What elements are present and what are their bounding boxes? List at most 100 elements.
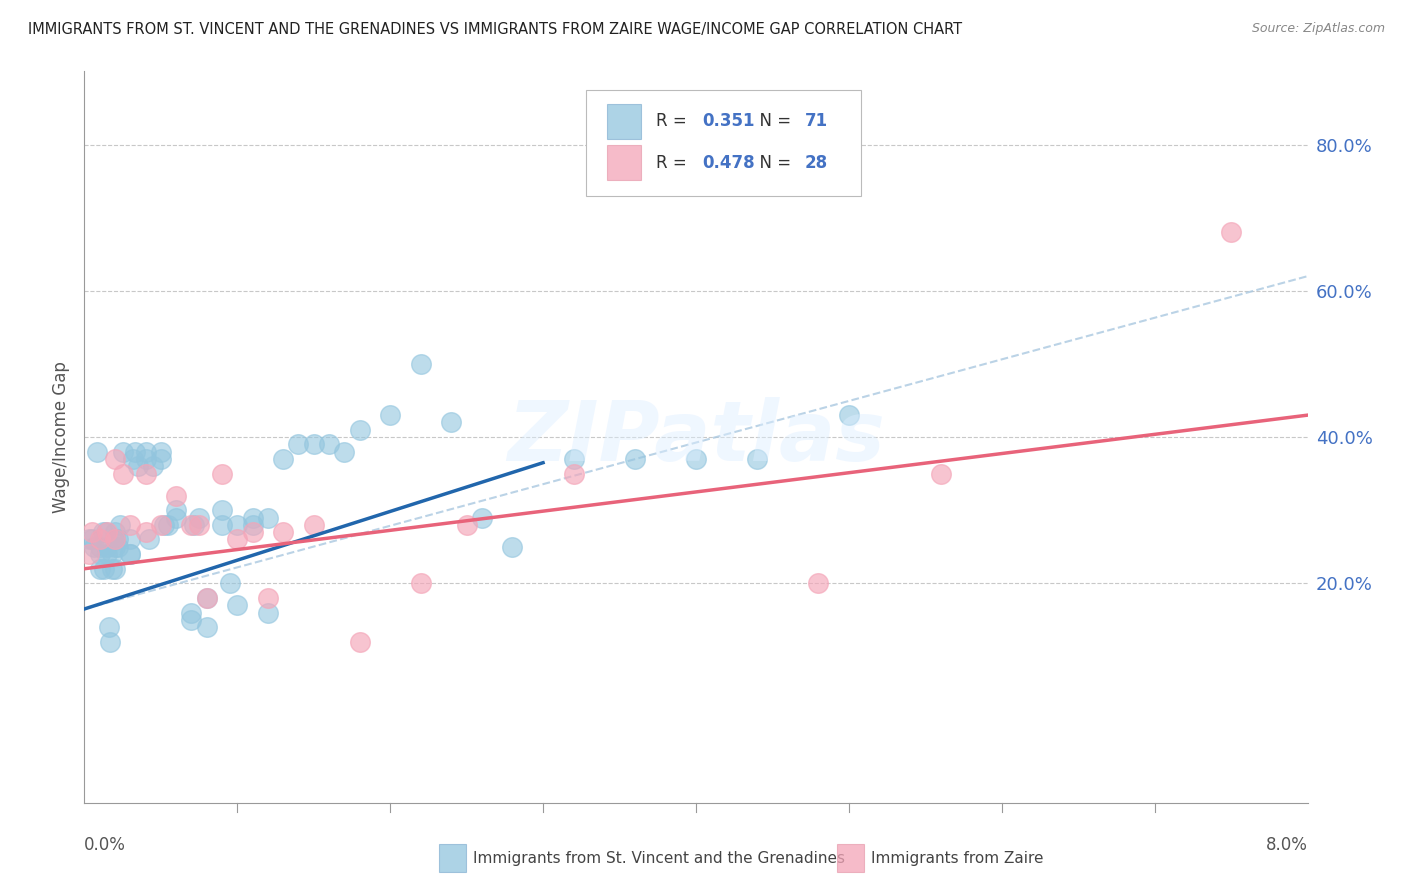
Text: R =: R = <box>655 153 692 172</box>
FancyBboxPatch shape <box>606 145 641 180</box>
Point <box>838 408 860 422</box>
Point <box>86 444 108 458</box>
Point <box>108 517 131 532</box>
Point <box>91 525 114 540</box>
Point <box>101 547 124 561</box>
Text: ZIPatlas: ZIPatlas <box>508 397 884 477</box>
Point <box>153 517 176 532</box>
Point <box>104 533 127 547</box>
Point <box>211 503 233 517</box>
Point <box>195 620 218 634</box>
Point <box>180 606 202 620</box>
Point <box>149 444 172 458</box>
Point <box>929 467 952 481</box>
Point <box>242 517 264 532</box>
Point <box>624 452 647 467</box>
Point <box>302 437 325 451</box>
Point <box>138 533 160 547</box>
Point <box>97 620 120 634</box>
Point <box>101 562 124 576</box>
Point <box>257 510 280 524</box>
FancyBboxPatch shape <box>837 845 863 872</box>
Point <box>409 576 432 591</box>
Point <box>111 444 134 458</box>
Point <box>89 533 111 547</box>
Point <box>104 562 127 576</box>
Point <box>180 517 202 532</box>
Point <box>333 444 356 458</box>
Text: N =: N = <box>748 153 796 172</box>
FancyBboxPatch shape <box>586 90 860 195</box>
Point <box>318 437 340 451</box>
Point <box>120 547 142 561</box>
Text: N =: N = <box>748 112 796 130</box>
Point <box>94 525 117 540</box>
Point <box>93 562 115 576</box>
Point <box>89 540 111 554</box>
Text: 71: 71 <box>804 112 828 130</box>
Point <box>302 517 325 532</box>
Point <box>685 452 707 467</box>
Point <box>77 533 100 547</box>
Point <box>188 510 211 524</box>
Point <box>195 591 218 605</box>
Point <box>149 452 172 467</box>
Point <box>440 416 463 430</box>
Point <box>120 533 142 547</box>
Point <box>226 599 249 613</box>
Point <box>226 533 249 547</box>
Text: Immigrants from Zaire: Immigrants from Zaire <box>870 851 1043 866</box>
Text: 0.0%: 0.0% <box>84 836 127 854</box>
Point <box>149 517 172 532</box>
Y-axis label: Wage/Income Gap: Wage/Income Gap <box>52 361 70 513</box>
Point <box>104 540 127 554</box>
Point <box>96 525 118 540</box>
Point <box>120 517 142 532</box>
Text: 0.478: 0.478 <box>702 153 755 172</box>
Point <box>104 452 127 467</box>
Point <box>242 510 264 524</box>
Point <box>807 576 830 591</box>
Point <box>218 576 240 591</box>
Point <box>287 437 309 451</box>
Point <box>135 444 157 458</box>
Point <box>165 510 187 524</box>
Point <box>257 591 280 605</box>
Point <box>562 467 585 481</box>
Text: 0.351: 0.351 <box>702 112 755 130</box>
Point <box>142 459 165 474</box>
Point <box>83 540 105 554</box>
Point <box>122 452 145 467</box>
Point <box>89 562 111 576</box>
Point <box>111 467 134 481</box>
Point <box>257 606 280 620</box>
Point <box>96 540 118 554</box>
Point <box>502 540 524 554</box>
Point <box>120 547 142 561</box>
Text: 28: 28 <box>804 153 828 172</box>
Text: Source: ZipAtlas.com: Source: ZipAtlas.com <box>1251 22 1385 36</box>
Point <box>180 613 202 627</box>
Point <box>77 547 100 561</box>
Point <box>135 525 157 540</box>
Point <box>104 533 127 547</box>
Point <box>96 547 118 561</box>
Point <box>98 635 121 649</box>
Point <box>127 459 149 474</box>
Point <box>349 423 371 437</box>
Point <box>226 517 249 532</box>
Point <box>124 444 146 458</box>
Point <box>471 510 494 524</box>
Point <box>1220 225 1243 239</box>
Text: 8.0%: 8.0% <box>1265 836 1308 854</box>
Point <box>89 547 111 561</box>
Point <box>157 517 180 532</box>
FancyBboxPatch shape <box>439 845 465 872</box>
Point <box>271 525 294 540</box>
Text: R =: R = <box>655 112 692 130</box>
Point <box>211 517 233 532</box>
Point <box>349 635 371 649</box>
Point <box>195 591 218 605</box>
Point <box>165 503 187 517</box>
Point <box>135 467 157 481</box>
